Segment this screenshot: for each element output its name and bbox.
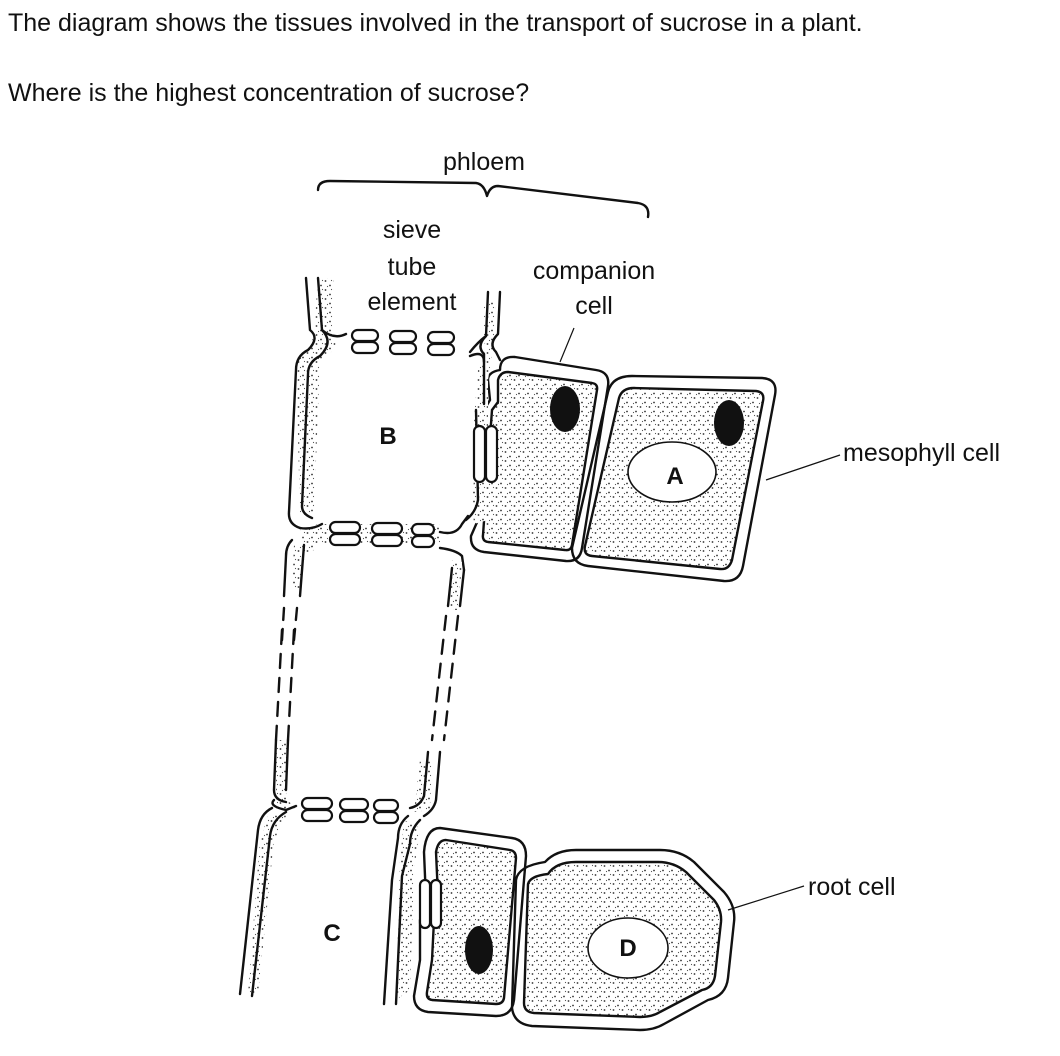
letter-c: C: [323, 920, 340, 947]
question-text-2: Where is the highest concentration of su…: [8, 79, 530, 107]
root-cell: [510, 848, 736, 1032]
label-companion: companion: [533, 257, 655, 285]
label-tube: tube: [388, 253, 437, 281]
vacuole-a: [627, 441, 717, 503]
question-text-1: The diagram shows the tissues involved i…: [8, 9, 863, 37]
label-phloem: phloem: [443, 148, 525, 176]
companion-nucleus-upper: [550, 386, 580, 432]
letter-b: B: [379, 423, 396, 450]
sieve-tube-element-lower: [238, 806, 422, 1006]
leader-root: [727, 885, 805, 911]
sieve-tube-element-upper: [287, 276, 502, 572]
companion-nucleus-lower: [465, 926, 493, 974]
phloem-brace: [316, 179, 650, 219]
leader-mesophyll: [765, 454, 841, 481]
letter-a: A: [666, 463, 683, 490]
companion-cell-upper: [469, 355, 610, 563]
sieve-tube-middle: [271, 538, 466, 825]
leader-companion: [559, 327, 575, 363]
label-element: element: [368, 288, 457, 316]
mesophyll-nucleus: [714, 400, 744, 446]
label-root: root cell: [808, 873, 896, 901]
label-companion-cell: cell: [575, 292, 613, 320]
letter-d: D: [619, 935, 636, 962]
label-mesophyll: mesophyll cell: [843, 439, 1000, 467]
label-sieve: sieve: [383, 216, 441, 244]
mesophyll-cell: [570, 374, 777, 583]
vacuole-d: [587, 917, 669, 979]
companion-cell-lower: [412, 826, 528, 1018]
